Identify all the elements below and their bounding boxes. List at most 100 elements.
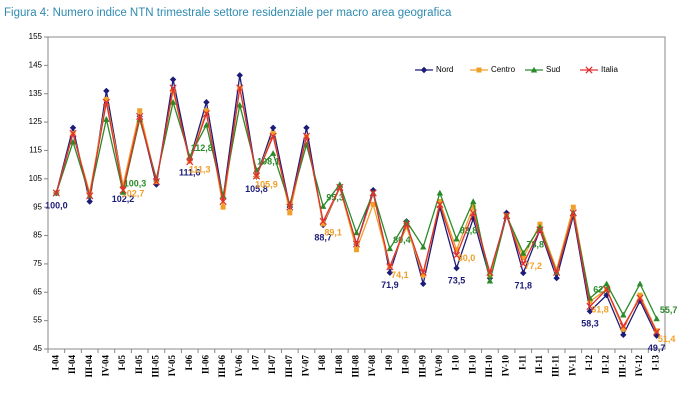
x-tick-label: III-05 bbox=[150, 355, 160, 378]
x-tick-label: I-11 bbox=[517, 355, 527, 371]
value-label: 102,2 bbox=[112, 194, 135, 204]
point bbox=[536, 226, 544, 234]
point bbox=[636, 294, 644, 302]
point bbox=[637, 292, 643, 298]
point bbox=[137, 108, 143, 114]
y-tick-label: 75 bbox=[33, 259, 42, 268]
y-tick-label: 95 bbox=[33, 202, 42, 211]
value-label: 100,3 bbox=[124, 179, 147, 189]
point bbox=[520, 269, 527, 277]
point bbox=[520, 255, 526, 261]
x-tick-label: III-06 bbox=[217, 355, 227, 378]
y-tick-label: 125 bbox=[29, 117, 43, 126]
x-tick-label: II-10 bbox=[467, 355, 477, 375]
y-tick-label: 155 bbox=[29, 32, 43, 41]
value-label: 105,8 bbox=[245, 184, 268, 194]
point bbox=[653, 328, 661, 336]
point bbox=[437, 199, 443, 205]
point bbox=[354, 247, 359, 253]
point bbox=[569, 209, 577, 217]
point bbox=[86, 198, 93, 205]
point bbox=[453, 235, 460, 242]
value-label: 78,8 bbox=[526, 240, 544, 250]
y-tick-label: 105 bbox=[29, 174, 43, 183]
value-label: 80,4 bbox=[393, 235, 411, 245]
y-tick-label: 115 bbox=[29, 146, 42, 155]
value-label: 77,2 bbox=[524, 261, 542, 271]
legend-label: Nord bbox=[436, 65, 453, 74]
x-tick-label: II-07 bbox=[267, 355, 277, 375]
value-label: 111,6 bbox=[179, 167, 201, 177]
point bbox=[219, 197, 227, 206]
value-label: 55,7 bbox=[660, 305, 678, 315]
point bbox=[470, 198, 477, 205]
plot-frame bbox=[47, 36, 666, 350]
point bbox=[203, 108, 209, 114]
point bbox=[203, 121, 210, 128]
point bbox=[486, 268, 494, 277]
point bbox=[119, 188, 127, 195]
point bbox=[454, 247, 460, 253]
y-tick-label: 65 bbox=[33, 287, 42, 296]
value-label: 51,4 bbox=[658, 334, 676, 344]
y-tick-label: 145 bbox=[29, 60, 43, 69]
x-tick-label: III-11 bbox=[551, 355, 561, 378]
point bbox=[352, 240, 361, 248]
point bbox=[69, 124, 77, 131]
legend-label: Sud bbox=[546, 65, 560, 74]
point bbox=[319, 217, 327, 225]
point bbox=[370, 201, 376, 207]
value-label: 71,8 bbox=[514, 280, 532, 290]
value-label: 111,3 bbox=[189, 164, 211, 174]
x-tick-label: IV-08 bbox=[367, 355, 377, 377]
point bbox=[203, 99, 210, 106]
value-label: 74,1 bbox=[391, 270, 409, 280]
value-label: 73,5 bbox=[448, 276, 466, 286]
point bbox=[320, 221, 326, 227]
value-label: 105,9 bbox=[255, 180, 278, 190]
x-tick-label: I-13 bbox=[651, 355, 661, 371]
point bbox=[386, 263, 394, 271]
x-tick-label: I-07 bbox=[251, 355, 261, 371]
point bbox=[587, 298, 593, 304]
x-tick-label: IV-05 bbox=[167, 355, 177, 377]
value-label: 49,7 bbox=[648, 343, 666, 353]
x-tick-label: IV-12 bbox=[634, 355, 644, 377]
point bbox=[476, 67, 482, 73]
x-tick-label: II-11 bbox=[534, 355, 544, 374]
point bbox=[236, 101, 243, 108]
point bbox=[420, 243, 427, 250]
point bbox=[420, 272, 426, 278]
x-tick-label: III-07 bbox=[284, 355, 294, 378]
value-label: 88,7 bbox=[314, 232, 332, 242]
point bbox=[619, 322, 627, 330]
x-tick-label: II-09 bbox=[401, 355, 411, 375]
x-tick-label: IV-06 bbox=[234, 355, 244, 377]
series-line bbox=[55, 87, 658, 333]
point bbox=[169, 76, 177, 83]
point bbox=[502, 212, 511, 220]
legend-label: Italia bbox=[601, 65, 618, 74]
x-tick-label: IV-09 bbox=[434, 355, 444, 377]
point bbox=[86, 192, 94, 200]
point bbox=[169, 84, 177, 92]
point bbox=[252, 172, 261, 180]
point bbox=[336, 183, 344, 191]
point bbox=[369, 189, 377, 197]
point bbox=[452, 251, 461, 260]
point bbox=[386, 269, 394, 276]
legend-label: Centro bbox=[491, 65, 516, 74]
point bbox=[302, 132, 311, 140]
point bbox=[186, 158, 194, 166]
series-line bbox=[55, 99, 658, 319]
point bbox=[319, 203, 327, 209]
value-label: 61,8 bbox=[591, 305, 609, 315]
point bbox=[586, 302, 594, 311]
y-tick-label: 55 bbox=[33, 316, 42, 325]
x-tick-label: III-10 bbox=[484, 355, 494, 378]
point bbox=[469, 209, 477, 217]
series-line bbox=[55, 87, 658, 332]
point bbox=[520, 249, 527, 256]
point bbox=[436, 200, 444, 208]
x-tick-label: I-08 bbox=[317, 355, 327, 371]
